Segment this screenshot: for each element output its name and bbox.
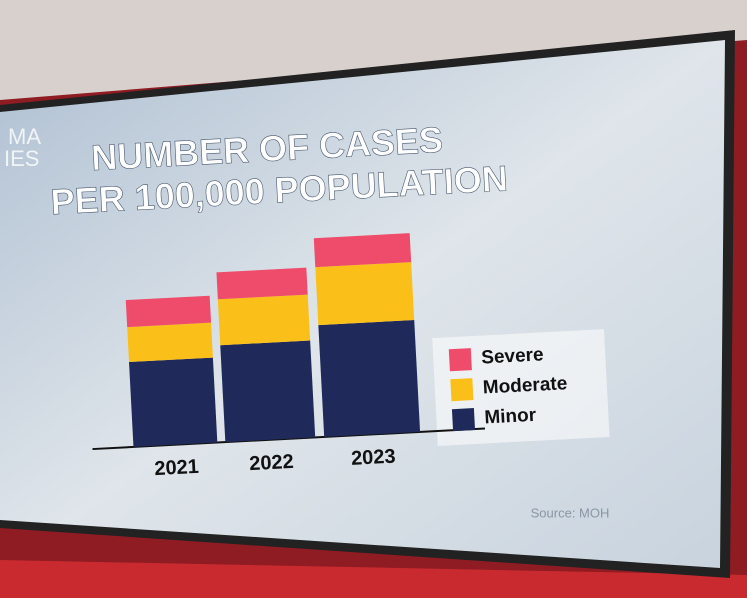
x-tick-label: 2023 [351,446,397,470]
legend-swatch [451,408,476,432]
logo-fragment: IES [4,146,39,171]
legend-swatch [448,348,472,372]
bar-segment [129,357,218,447]
source: Source: MOH [531,505,610,520]
floor-band [0,560,747,598]
legend-label: Moderate [482,373,567,398]
x-tick-label: 2021 [154,456,200,480]
bar-segment [313,233,412,268]
bar-segment [315,262,415,326]
bar-segment [125,295,212,328]
bar-segment [127,322,213,363]
legend-swatch [450,378,474,402]
legend-label: Minor [484,405,537,429]
logo-fragment: MA [8,124,41,149]
legend-box [432,329,610,446]
bar-segment [217,294,311,346]
x-tick-label: 2022 [249,451,295,475]
bar-segment [318,320,421,437]
legend-label: Severe [481,344,544,368]
ceiling [0,0,747,100]
bar-segment [220,340,316,443]
bar-segment [216,267,308,300]
